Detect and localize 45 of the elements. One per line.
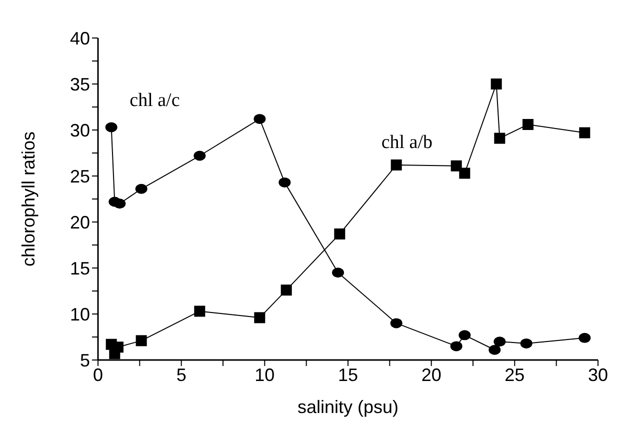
x-tick-label: 25 — [504, 364, 525, 385]
series-label: chl a/b — [381, 132, 433, 153]
x-tick-label: 0 — [92, 364, 104, 385]
point — [490, 78, 502, 90]
x-axis-title: salinity (psu) — [297, 397, 399, 417]
point — [105, 122, 118, 132]
x-tick-label: 20 — [421, 364, 442, 385]
point — [488, 344, 501, 355]
point — [136, 335, 147, 346]
point — [522, 118, 534, 130]
point — [459, 168, 470, 179]
point — [578, 332, 591, 343]
x-tick-label: 15 — [338, 364, 358, 385]
point — [114, 198, 126, 209]
point — [458, 330, 471, 340]
point — [254, 114, 266, 124]
point — [494, 132, 506, 144]
point — [194, 150, 206, 161]
y-tick-label: 10 — [70, 304, 90, 324]
point — [390, 318, 402, 328]
y-tick-label: 25 — [70, 166, 90, 186]
x-tick-label: 10 — [254, 364, 275, 385]
point — [332, 268, 344, 278]
point — [579, 127, 590, 138]
point — [334, 228, 346, 240]
y-tick-label: 40 — [70, 28, 90, 48]
point — [450, 341, 462, 352]
point — [450, 160, 462, 172]
y-axis-title: chlorophyll ratios — [18, 131, 38, 267]
point — [520, 338, 532, 348]
y-tick-label: 30 — [70, 120, 90, 140]
point — [390, 159, 402, 170]
y-tick-label: 15 — [70, 258, 90, 278]
y-tick-label: 5 — [80, 350, 90, 370]
series-label: chl a/c — [130, 90, 180, 111]
point — [278, 177, 291, 188]
point — [135, 184, 148, 194]
point — [254, 312, 266, 324]
point — [494, 336, 506, 347]
y-tick-label: 35 — [70, 74, 90, 94]
x-tick-label: 30 — [588, 364, 608, 385]
point — [280, 284, 292, 296]
y-tick-label: 20 — [70, 212, 90, 232]
point — [194, 306, 206, 317]
x-tick-label: 5 — [176, 364, 186, 385]
